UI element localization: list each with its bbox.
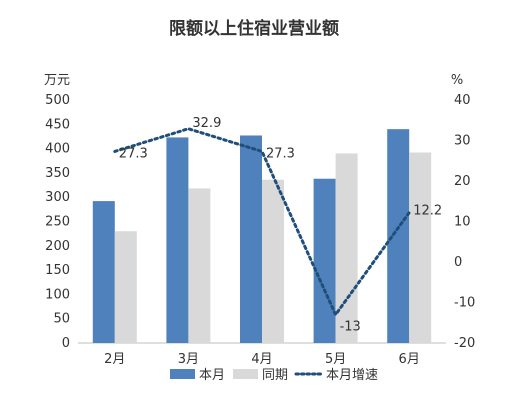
bar-current	[314, 179, 336, 343]
growth-rate-data-label: 12.2	[413, 204, 442, 219]
legend-label: 同期	[262, 368, 288, 383]
left-axis-tick-label: 250	[45, 215, 70, 230]
right-axis-tick-label: 10	[454, 215, 471, 230]
right-axis-tick-label: 0	[454, 255, 462, 270]
left-axis-tick-label: 50	[53, 312, 70, 327]
bar-prior-year	[409, 152, 431, 343]
bar-current	[240, 135, 262, 343]
left-axis-tick-label: 200	[45, 239, 70, 254]
right-axis-tick-label: -10	[454, 296, 475, 311]
legend-label: 本月增速	[326, 368, 378, 383]
bar-prior-year	[336, 153, 358, 343]
x-axis-tick-label: 6月	[399, 352, 420, 367]
right-axis-tick-label: 20	[454, 174, 471, 189]
bar-prior-year	[188, 188, 210, 343]
growth-rate-data-label: 27.3	[266, 146, 295, 161]
left-axis-tick-label: 500	[45, 93, 70, 108]
left-axis-tick-label: 400	[45, 142, 70, 157]
right-axis-tick-label: -20	[454, 336, 475, 351]
left-axis-tick-label: 300	[45, 190, 70, 205]
chart-title: 限额以上住宿业营业额	[169, 18, 339, 39]
right-axis-unit-label: %	[451, 73, 463, 88]
left-axis-tick-label: 100	[45, 287, 70, 302]
right-axis-tick-label: 30	[454, 134, 471, 149]
x-axis-tick-label: 5月	[325, 352, 346, 367]
bar-prior-year	[262, 180, 284, 343]
growth-rate-data-label: 32.9	[192, 116, 221, 131]
right-axis-tick-label: 40	[454, 93, 471, 108]
left-axis-tick-label: 150	[45, 263, 70, 278]
bar-current	[166, 137, 188, 343]
x-axis-tick-label: 2月	[104, 352, 125, 367]
legend-swatch	[233, 369, 258, 379]
growth-rate-data-label: -13	[340, 320, 361, 335]
x-axis-tick-label: 4月	[251, 352, 272, 367]
left-axis-tick-label: 350	[45, 166, 70, 181]
left-axis-tick-label: 0	[62, 336, 70, 351]
legend-swatch	[170, 369, 195, 379]
left-axis-unit-label: 万元	[44, 73, 70, 88]
bar-prior-year	[115, 231, 137, 343]
x-axis-tick-label: 3月	[178, 352, 199, 367]
left-axis-tick-label: 450	[45, 117, 70, 132]
growth-rate-data-label: 27.3	[119, 146, 148, 161]
legend-label: 本月	[199, 368, 225, 383]
bar-current	[93, 201, 115, 343]
